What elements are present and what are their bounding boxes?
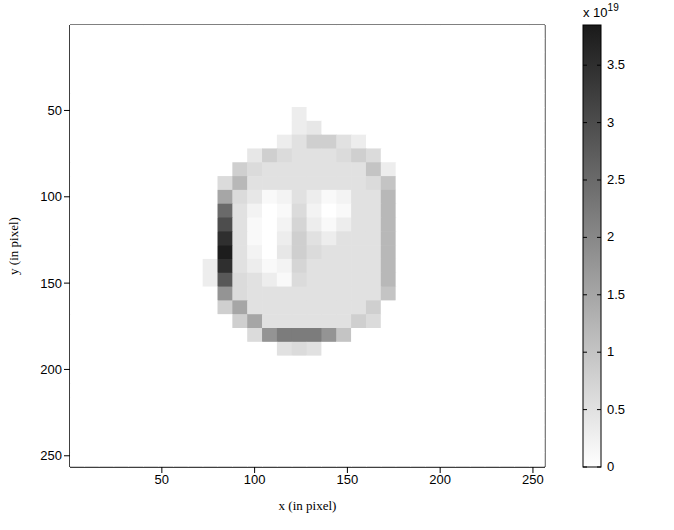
svg-text:250: 250	[522, 472, 544, 487]
svg-text:2: 2	[607, 229, 614, 244]
svg-text:x 1019: x 1019	[583, 2, 619, 20]
svg-text:2.5: 2.5	[607, 172, 625, 187]
svg-text:200: 200	[40, 362, 62, 377]
svg-text:100: 100	[244, 472, 266, 487]
svg-text:1: 1	[607, 344, 614, 359]
svg-text:3.5: 3.5	[607, 57, 625, 72]
svg-text:200: 200	[429, 472, 451, 487]
svg-text:150: 150	[40, 276, 62, 291]
svg-text:100: 100	[40, 189, 62, 204]
svg-text:0: 0	[607, 459, 614, 474]
svg-text:250: 250	[40, 448, 62, 463]
svg-text:150: 150	[337, 472, 359, 487]
svg-text:0.5: 0.5	[607, 402, 625, 417]
svg-text:1.5: 1.5	[607, 287, 625, 302]
svg-text:50: 50	[48, 103, 62, 118]
svg-text:x (in pixel): x (in pixel)	[279, 498, 337, 513]
svg-text:y (in pixel): y (in pixel)	[6, 217, 21, 275]
svg-text:50: 50	[155, 472, 169, 487]
svg-text:3: 3	[607, 115, 614, 130]
